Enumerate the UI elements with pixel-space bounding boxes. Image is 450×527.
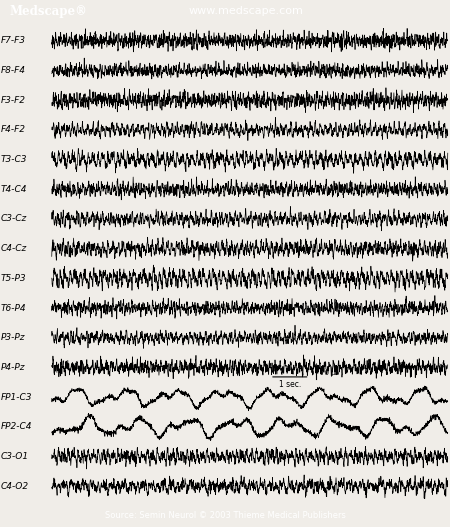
Text: 1 sec.: 1 sec.	[279, 380, 301, 389]
Text: C3-Cz: C3-Cz	[1, 214, 27, 223]
Text: Source: Semin Neurol © 2003 Thieme Medical Publishers: Source: Semin Neurol © 2003 Thieme Medic…	[104, 512, 346, 521]
Text: F8-F4: F8-F4	[1, 66, 26, 75]
Text: T4-C4: T4-C4	[1, 185, 27, 194]
Text: P4-Pz: P4-Pz	[1, 363, 25, 372]
Text: Medscape®: Medscape®	[9, 5, 87, 18]
Text: T5-P3: T5-P3	[1, 274, 27, 283]
Text: F3-F2: F3-F2	[1, 96, 26, 105]
Text: C4-Cz: C4-Cz	[1, 244, 27, 253]
Text: www.medscape.com: www.medscape.com	[189, 6, 304, 16]
Text: T3-C3: T3-C3	[1, 155, 27, 164]
Text: F7-F3: F7-F3	[1, 36, 26, 45]
Text: FP2-C4: FP2-C4	[1, 422, 32, 431]
Text: C4-O2: C4-O2	[1, 482, 29, 491]
Text: FP1-C3: FP1-C3	[1, 393, 32, 402]
Text: P3-Pz: P3-Pz	[1, 333, 25, 342]
Text: C3-O1: C3-O1	[1, 452, 29, 461]
Text: 70 μv: 70 μv	[320, 370, 340, 376]
Text: F4-F2: F4-F2	[1, 125, 26, 134]
Text: T6-P4: T6-P4	[1, 304, 27, 313]
